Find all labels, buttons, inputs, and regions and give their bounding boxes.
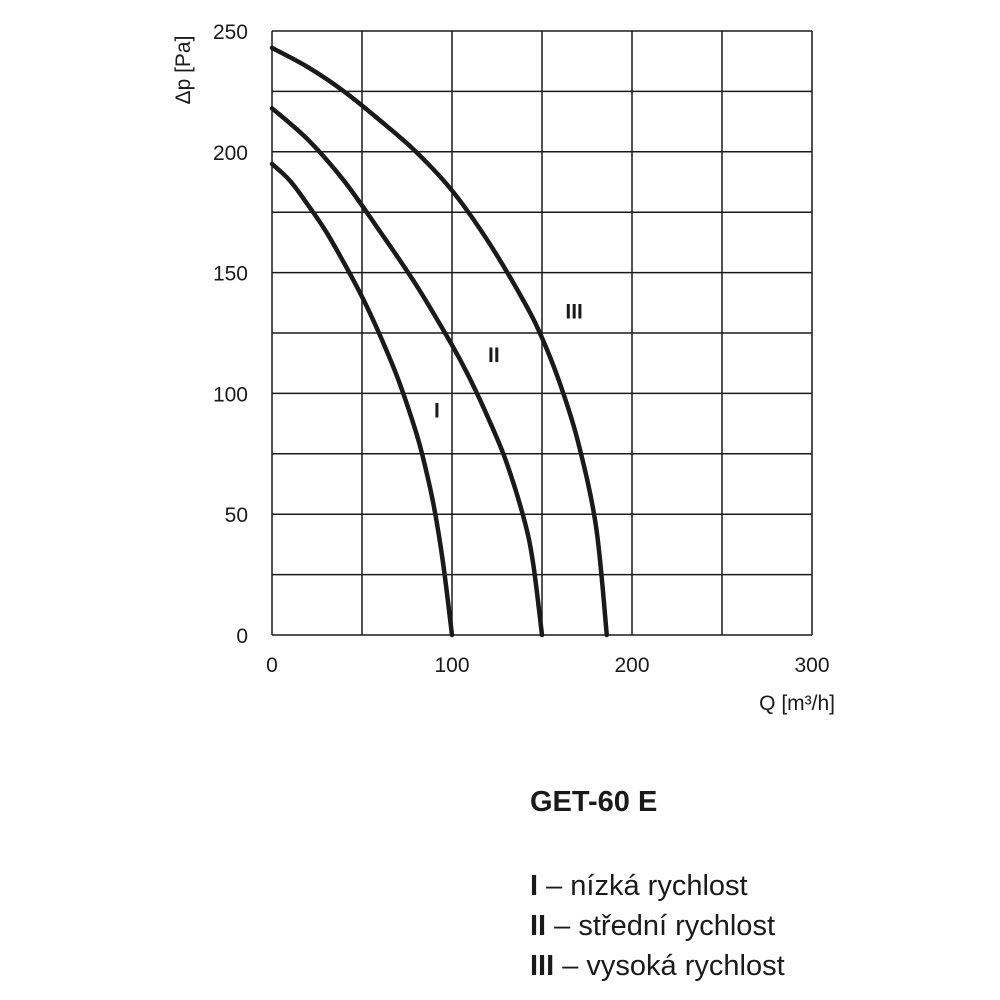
x-tick-label: 100 (434, 654, 469, 677)
curve-label-ii: II (488, 344, 500, 367)
y-axis-label: Δp [Pa] (172, 36, 195, 105)
legend-text: – vysoká rychlost (554, 950, 785, 982)
curve-label-i: I (434, 400, 440, 423)
curve-i (269, 161, 455, 638)
curve-ii (269, 106, 545, 638)
y-tick-label: 50 (225, 504, 248, 527)
y-tick-labels: 0 50 100 150 200 250 (213, 21, 248, 648)
y-tick-label: 150 (213, 263, 248, 286)
legend-text: – nízká rychlost (538, 870, 748, 902)
x-tick-label: 0 (266, 654, 278, 677)
model-name: GET-60 E (530, 786, 658, 818)
x-tick-label: 200 (614, 654, 649, 677)
x-tick-labels: 0 100 200 300 (266, 654, 829, 677)
curve-label-iii: III (565, 301, 583, 324)
legend-code: II (530, 910, 547, 942)
legend-item-high: III – vysoká rychlost (530, 946, 785, 986)
legend-code: III (530, 950, 555, 982)
y-tick-label: 100 (213, 383, 248, 406)
x-tick-label: 300 (794, 654, 829, 677)
legend-code: I (530, 870, 539, 902)
y-tick-label: 0 (236, 625, 248, 648)
legend-item-medium: II – střední rychlost (530, 906, 785, 946)
y-tick-label: 250 (213, 21, 248, 44)
y-tick-label: 200 (213, 142, 248, 165)
curve-iii (269, 45, 610, 638)
legend: I – nízká rychlost II – střední rychlost… (530, 866, 785, 986)
curves (269, 45, 610, 638)
x-axis-label: Q [m³/h] (759, 692, 835, 715)
legend-item-low: I – nízká rychlost (530, 866, 785, 906)
legend-text: – střední rychlost (546, 910, 775, 942)
